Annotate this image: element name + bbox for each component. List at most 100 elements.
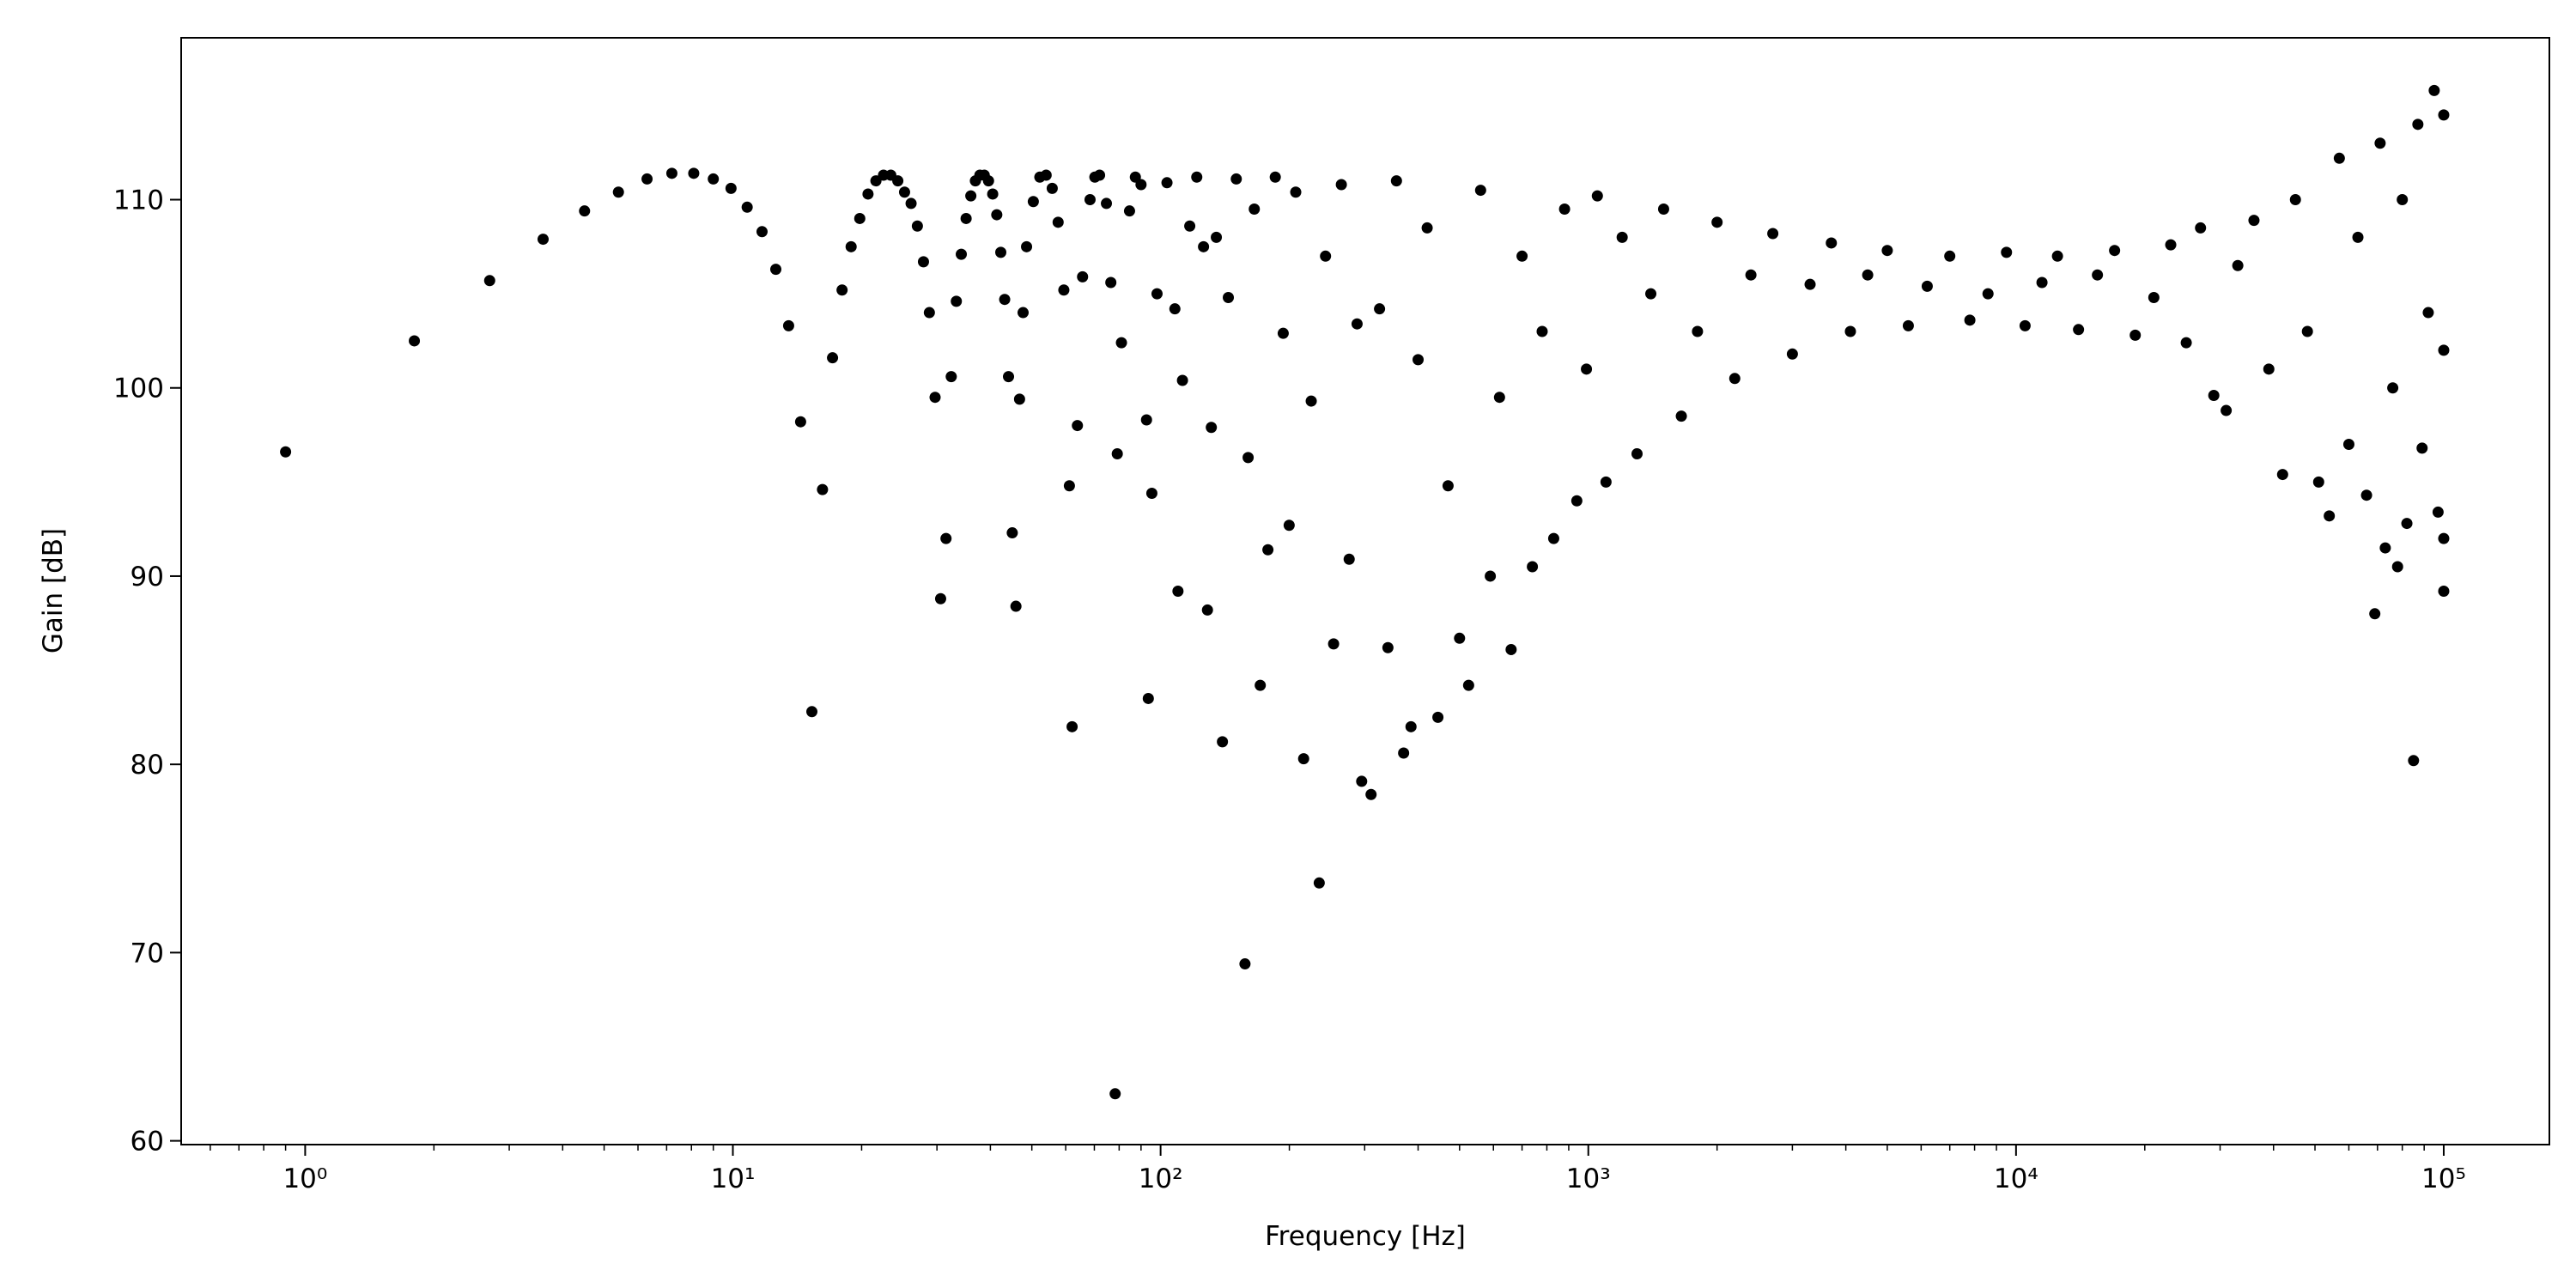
point (1242, 452, 1255, 464)
point (2248, 215, 2260, 227)
point (1591, 190, 1603, 202)
point (1105, 276, 1117, 289)
point (1645, 288, 1657, 300)
point (965, 190, 977, 202)
point (1084, 194, 1096, 206)
point (1230, 173, 1242, 185)
point (1010, 600, 1022, 612)
point (960, 212, 972, 224)
plot-frame (180, 37, 2550, 1145)
point (1123, 205, 1135, 217)
point (1184, 220, 1196, 232)
point (1881, 245, 1893, 257)
point (862, 188, 874, 200)
point (951, 295, 963, 307)
point (2180, 337, 2192, 349)
x-axis-label: Frequency [Hz] (1265, 1221, 1466, 1252)
point (1382, 641, 1394, 653)
point (2438, 532, 2450, 544)
point (2148, 292, 2160, 304)
point (708, 173, 720, 185)
point (770, 264, 782, 276)
point (1217, 736, 1229, 748)
point (1135, 179, 1147, 191)
x-tick-label: 10⁰ (283, 1163, 327, 1194)
y-tick-label: 60 (131, 1127, 164, 1157)
point (2129, 329, 2142, 341)
point (1145, 488, 1157, 500)
point (1862, 269, 1874, 281)
point (2165, 239, 2177, 251)
point (1191, 171, 1203, 183)
point (1964, 314, 1976, 326)
point (1558, 203, 1571, 215)
point (1072, 420, 1084, 432)
point (756, 226, 768, 238)
point (1454, 632, 1466, 644)
point (2374, 137, 2386, 149)
x-tick-label: 10¹ (711, 1163, 756, 1194)
point (1413, 354, 1425, 366)
point (2432, 506, 2444, 518)
point (1351, 318, 1363, 330)
point (923, 307, 935, 319)
point (1198, 240, 1210, 252)
point (1172, 586, 1184, 597)
point (2208, 390, 2220, 402)
point (2109, 245, 2121, 257)
point (1239, 958, 1251, 970)
point (2438, 344, 2450, 356)
point (280, 446, 292, 458)
point (1058, 284, 1070, 296)
y-tick-label: 90 (131, 562, 164, 592)
x-tick-label: 10² (1139, 1163, 1183, 1194)
point (1249, 203, 1261, 215)
point (1063, 480, 1075, 492)
point (1094, 169, 1106, 181)
point (929, 392, 941, 404)
point (1536, 325, 1548, 337)
point (917, 256, 929, 268)
point (1356, 775, 1368, 787)
point (1040, 169, 1052, 181)
point (2428, 84, 2440, 96)
point (1021, 240, 1033, 252)
point (1442, 480, 1454, 492)
point (1921, 280, 1933, 292)
point (2019, 319, 2031, 331)
point (665, 167, 677, 179)
point (1421, 222, 1433, 234)
point (1206, 422, 1218, 434)
point (1405, 720, 1417, 732)
point (579, 205, 591, 217)
point (1390, 175, 1402, 187)
point (1462, 679, 1474, 691)
point (854, 212, 866, 224)
point (2195, 222, 2207, 234)
point (741, 201, 753, 213)
point (2276, 469, 2288, 481)
point (827, 352, 839, 364)
point (1142, 692, 1154, 704)
point (1046, 182, 1058, 194)
point (2397, 194, 2409, 206)
point (1493, 392, 1505, 404)
point (1283, 519, 1295, 532)
point (836, 284, 848, 296)
point (1675, 410, 1687, 422)
point (2387, 382, 2399, 394)
point (1745, 269, 1757, 281)
point (2036, 276, 2048, 289)
point (1335, 179, 1347, 191)
point (612, 186, 624, 198)
point (1161, 177, 1173, 189)
point (1223, 292, 1235, 304)
point (1255, 679, 1267, 691)
point (1616, 231, 1628, 243)
point (1826, 237, 1838, 249)
point (2001, 246, 2013, 258)
point (1151, 288, 1163, 300)
point (1657, 203, 1669, 215)
